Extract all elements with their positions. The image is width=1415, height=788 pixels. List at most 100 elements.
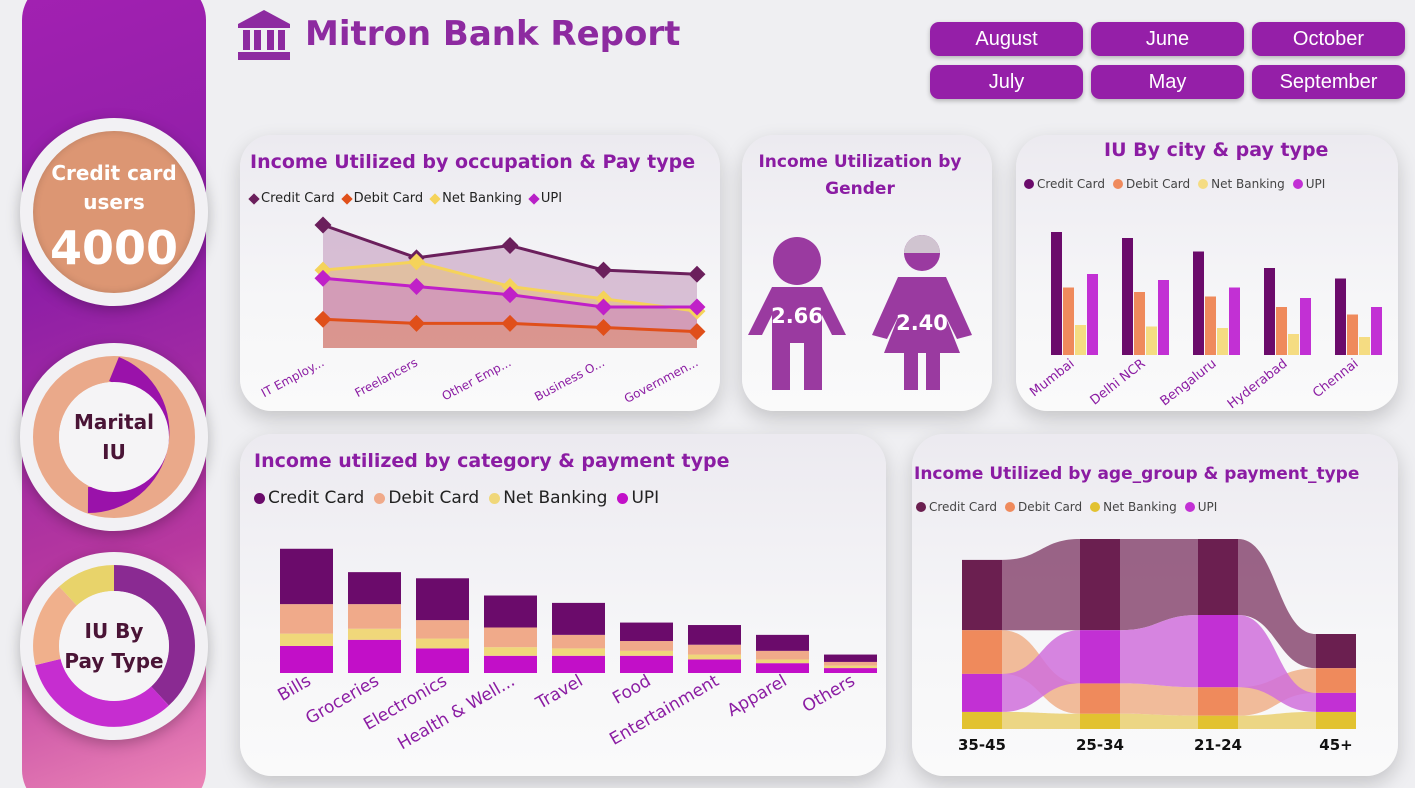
stack-food-net-banking bbox=[620, 650, 673, 656]
month-button-june[interactable]: June bbox=[1091, 22, 1244, 56]
city-x-label: Chennai bbox=[1310, 356, 1361, 401]
city-card[interactable]: IU By city & pay type Credit Card Debit … bbox=[1016, 135, 1398, 411]
legend-item-upi: UPI bbox=[528, 191, 563, 206]
legend-diamond-debit bbox=[340, 192, 353, 205]
segment-21-24-upi bbox=[1198, 615, 1238, 688]
stack-bills-upi bbox=[280, 645, 333, 673]
paytype-donut-upi bbox=[35, 658, 169, 727]
bar-chennai-upi bbox=[1371, 307, 1382, 355]
stack-health-well-credit-card bbox=[484, 595, 537, 628]
legend-label-debit: Debit Card bbox=[353, 191, 424, 206]
segment-45-net-banking bbox=[1316, 711, 1356, 729]
age-legend-label-upi: UPI bbox=[1197, 500, 1218, 514]
segment-21-24-debit-card bbox=[1198, 687, 1238, 716]
cat-legend-netbanking: Net Banking bbox=[489, 488, 607, 508]
marital-line2: IU bbox=[102, 440, 126, 464]
month-button-october[interactable]: October bbox=[1252, 22, 1405, 56]
city-legend-label-netbanking: Net Banking bbox=[1211, 177, 1285, 191]
iu-by-pay-type-donut[interactable]: IU By Pay Type bbox=[20, 552, 208, 740]
bar-delhi-ncr-debit-card bbox=[1134, 292, 1145, 355]
age-legend-label-credit: Credit Card bbox=[929, 500, 997, 514]
marker-credit-card-4 bbox=[688, 265, 706, 283]
bar-bengaluru-net-banking bbox=[1217, 328, 1228, 355]
legend-label-credit: Credit Card bbox=[261, 191, 335, 206]
age-legend-netbanking: Net Banking bbox=[1090, 500, 1177, 514]
ribbon-credit-card-0 bbox=[1002, 539, 1080, 631]
stack-health-well-debit-card bbox=[484, 627, 537, 648]
city-legend-label-upi: UPI bbox=[1305, 177, 1326, 191]
age-legend-upi: UPI bbox=[1184, 500, 1218, 514]
gender-card[interactable]: Income Utilization by Gender 2.66 2.40 bbox=[742, 135, 992, 411]
occupation-card[interactable]: Income Utilized by occupation & Pay type… bbox=[240, 135, 720, 411]
gender-card-title: Income Utilization by Gender bbox=[742, 149, 978, 203]
segment-21-24-net-banking bbox=[1198, 715, 1238, 729]
ribbon-credit-card-2 bbox=[1238, 539, 1316, 669]
kpi-label-line2: users bbox=[83, 190, 145, 214]
stack-entertainment-net-banking bbox=[688, 654, 741, 660]
marker-debit-card-4 bbox=[688, 298, 706, 316]
city-legend: Credit Card Debit Card Net Banking UPI bbox=[1024, 177, 1325, 191]
paytype-line2: Pay Type bbox=[64, 649, 164, 673]
stack-bills-net-banking bbox=[280, 633, 333, 646]
stack-travel-debit-card bbox=[552, 634, 605, 649]
occupation-area-chart: IT Employ... Freelancers Other Emp... Busin… bbox=[259, 216, 706, 406]
category-card[interactable]: Income utilized by category & payment ty… bbox=[240, 434, 886, 776]
stack-travel-upi bbox=[552, 655, 605, 673]
paytype-donut-hole bbox=[59, 591, 169, 701]
month-button-august[interactable]: August bbox=[930, 22, 1083, 56]
month-button-may[interactable]: May bbox=[1091, 65, 1244, 99]
cat-legend-upi: UPI bbox=[617, 488, 659, 508]
marital-iu-donut[interactable]: Marital IU bbox=[20, 343, 208, 531]
ribbon-net-banking-1 bbox=[1120, 713, 1198, 729]
marker-net-banking-3 bbox=[595, 319, 612, 336]
cat-legend-label-credit: Credit Card bbox=[268, 488, 365, 508]
stack-bills-debit-card bbox=[280, 604, 333, 634]
age-legend-debit: Debit Card bbox=[1004, 500, 1082, 514]
gender-title-line1: Income Utilization by bbox=[758, 152, 962, 172]
gender-figures: 2.66 2.40 bbox=[748, 235, 972, 390]
city-legend-dot-credit bbox=[1024, 179, 1034, 189]
segment-45-debit-card bbox=[1316, 668, 1356, 693]
city-legend-dot-debit bbox=[1112, 179, 1123, 189]
age-legend-credit: Credit Card bbox=[916, 500, 997, 514]
city-x-label: Bengaluru bbox=[1158, 356, 1220, 409]
bar-mumbai-credit-card bbox=[1051, 232, 1062, 355]
stack-electronics-credit-card bbox=[416, 578, 469, 621]
month-button-july[interactable]: July bbox=[930, 65, 1083, 99]
bar-hyderabad-credit-card bbox=[1264, 268, 1275, 355]
age-x-label: 21-24 bbox=[1194, 736, 1242, 754]
legend-label-upi: UPI bbox=[540, 191, 563, 206]
age-x-label: 35-45 bbox=[958, 736, 1006, 754]
stack-health-well-net-banking bbox=[484, 647, 537, 656]
stack-travel-net-banking bbox=[552, 648, 605, 656]
age-legend-dot-upi bbox=[1184, 502, 1195, 512]
bar-delhi-ncr-credit-card bbox=[1122, 238, 1133, 355]
gender-title-line2: Gender bbox=[825, 179, 895, 199]
city-legend-upi: UPI bbox=[1292, 177, 1326, 191]
segment-45-upi bbox=[1316, 692, 1356, 712]
stack-others-credit-card bbox=[824, 654, 877, 662]
stack-entertainment-upi bbox=[688, 659, 741, 673]
legend-label-netbanking: Net Banking bbox=[442, 191, 522, 206]
page-title: Mitron Bank Report bbox=[305, 14, 681, 54]
category-x-label: Others bbox=[799, 671, 859, 717]
occupation-x-label: Other Emp... bbox=[440, 355, 514, 403]
segment-35-45-debit-card bbox=[962, 630, 1002, 674]
stack-apparel-credit-card bbox=[756, 634, 809, 651]
bar-bengaluru-upi bbox=[1229, 287, 1240, 355]
city-legend-debit: Debit Card bbox=[1112, 177, 1190, 191]
legend-item-credit: Credit Card bbox=[248, 191, 335, 206]
age-card-title: Income Utilized by age_group & payment_t… bbox=[914, 464, 1360, 484]
age-card[interactable]: Income Utilized by age_group & payment_t… bbox=[912, 434, 1398, 776]
stack-others-upi bbox=[824, 668, 877, 673]
legend-diamond-upi bbox=[528, 192, 540, 205]
age-legend-dot-netbanking bbox=[1090, 502, 1101, 512]
kpi-label-line1: Credit card bbox=[51, 161, 177, 185]
ribbon-upi-0 bbox=[1002, 630, 1080, 712]
month-button-september[interactable]: September bbox=[1252, 65, 1405, 99]
stack-electronics-net-banking bbox=[416, 638, 469, 649]
segment-25-34-debit-card bbox=[1080, 683, 1120, 714]
bar-hyderabad-debit-card bbox=[1276, 307, 1287, 355]
bar-mumbai-debit-card bbox=[1063, 287, 1074, 355]
cat-legend-dot-netbanking bbox=[489, 492, 501, 504]
